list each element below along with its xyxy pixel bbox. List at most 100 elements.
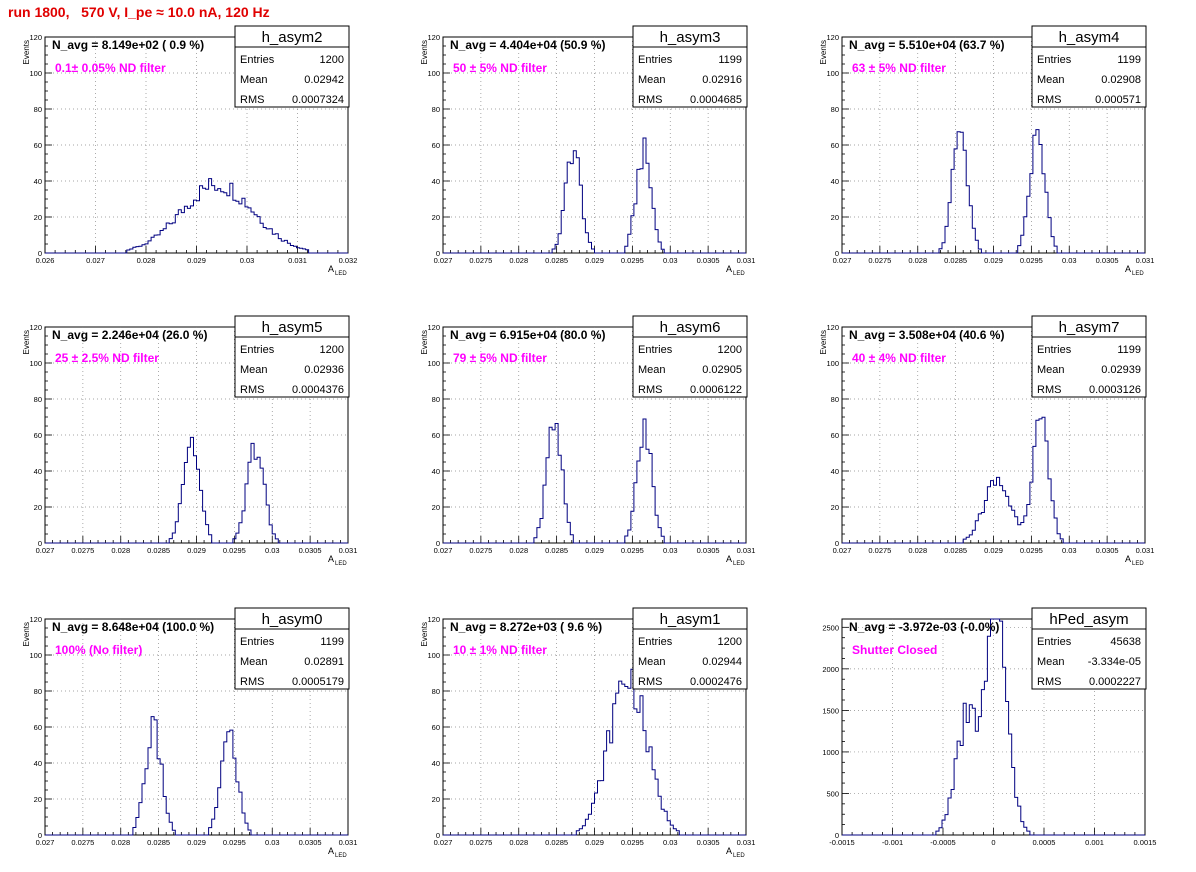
histogram-name: h_asym0	[262, 611, 323, 628]
x-tick-label: 0.027	[36, 546, 55, 555]
y-tick-label: 120	[427, 33, 440, 42]
histogram-name: h_asym7	[1059, 319, 1120, 336]
x-axis-label: A	[726, 554, 732, 564]
x-tick-label: 0.031	[288, 256, 307, 265]
x-tick-label: 0.0305	[1096, 546, 1119, 555]
y-axis-label: Events	[420, 622, 429, 646]
n-avg-label: N_avg = -3.972e-03 (-0.0%)	[849, 620, 999, 634]
x-tick-label: 0.001	[1085, 838, 1104, 847]
x-tick-label: 0.027	[86, 256, 105, 265]
y-tick-label: 40	[432, 467, 440, 476]
histogram-curve	[45, 716, 348, 836]
stats-value: 0.02891	[304, 656, 344, 668]
y-tick-label: 60	[34, 141, 42, 150]
stats-box	[234, 336, 350, 398]
stats-value: 1199	[718, 54, 742, 66]
x-tick-label: 0.0295	[621, 838, 644, 847]
x-tick-label: 0.032	[339, 256, 358, 265]
x-tick-label: -0.0005	[930, 838, 955, 847]
histogram-curve	[45, 178, 348, 254]
stats-value: 0.02944	[702, 656, 742, 668]
x-tick-label: 0.0015	[1134, 838, 1157, 847]
n-avg-label: N_avg = 8.149e+02 ( 0.9 %)	[52, 38, 204, 52]
stats-key: Mean	[638, 74, 666, 86]
stats-key: Mean	[638, 364, 666, 376]
stats-key: Mean	[1037, 656, 1065, 668]
stats-value: 1199	[320, 636, 344, 648]
filter-annotation: Shutter Closed	[852, 643, 937, 657]
histogram-curve	[443, 668, 746, 836]
x-tick-label: 0.03	[265, 838, 280, 847]
x-tick-label: 0.027	[36, 838, 55, 847]
stats-key: Entries	[1037, 344, 1072, 356]
filter-annotation: 40 ± 4% ND filter	[852, 351, 946, 365]
stats-key: RMS	[638, 676, 662, 688]
x-tick-label: 0.0285	[147, 546, 170, 555]
y-tick-label: 60	[432, 431, 440, 440]
stats-key: Mean	[240, 364, 268, 376]
stats-value: 1200	[320, 344, 344, 356]
x-tick-label: 0.03	[663, 256, 678, 265]
histogram-curve	[842, 618, 1145, 836]
stats-key: RMS	[1037, 94, 1061, 106]
y-tick-label: 80	[831, 395, 839, 404]
x-tick-label: 0.027	[434, 546, 453, 555]
x-tick-label: 0.026	[36, 256, 55, 265]
x-tick-label: 0.029	[187, 546, 206, 555]
y-tick-label: 120	[427, 323, 440, 332]
y-tick-label: 0	[436, 249, 440, 258]
x-axis-label-subscript: LED	[1132, 271, 1144, 277]
x-tick-label: 0.028	[908, 546, 927, 555]
x-axis-label-subscript: LED	[335, 853, 347, 859]
x-tick-label: -0.001	[882, 838, 903, 847]
n-avg-label: N_avg = 4.404e+04 (50.9 %)	[450, 38, 605, 52]
x-axis-label-subscript: LED	[335, 271, 347, 277]
stats-key: Entries	[240, 344, 275, 356]
x-tick-label: 0.0295	[621, 546, 644, 555]
x-axis-label: A	[328, 846, 334, 856]
x-tick-label: 0.0285	[545, 546, 568, 555]
y-axis-label: Events	[22, 330, 31, 354]
x-axis-label: A	[1125, 264, 1131, 274]
stats-box	[1031, 46, 1147, 108]
y-tick-label: 60	[831, 141, 839, 150]
y-tick-label: 100	[29, 69, 42, 78]
stats-box	[632, 336, 748, 398]
x-tick-label: 0.0275	[469, 546, 492, 555]
y-tick-label: 60	[34, 723, 42, 732]
x-tick-label: 0.027	[434, 838, 453, 847]
filter-annotation: 79 ± 5% ND filter	[453, 351, 547, 365]
histogram-panel-hPed_asym: -0.0015 -0.001 -0.0005 0 0.0005 0.001 0.0015 0 5…	[822, 607, 1157, 847]
y-tick-label: 0	[835, 539, 839, 548]
y-tick-label: 1000	[822, 748, 839, 757]
y-tick-label: 20	[432, 213, 440, 222]
x-tick-label: 0.0285	[545, 256, 568, 265]
stats-value: 0.0002476	[690, 676, 742, 688]
x-tick-label: 0.031	[737, 256, 756, 265]
stats-key: Entries	[240, 54, 275, 66]
stats-key: Mean	[1037, 74, 1065, 86]
stats-key: Entries	[240, 636, 275, 648]
y-tick-label: 80	[432, 105, 440, 114]
x-tick-label: 0	[991, 838, 995, 847]
y-tick-label: 0	[835, 831, 839, 840]
stats-value: 0.0003126	[1089, 384, 1141, 396]
stats-key: Entries	[1037, 54, 1072, 66]
x-tick-label: 0.029	[984, 546, 1003, 555]
x-tick-label: 0.029	[187, 256, 206, 265]
n-avg-label: N_avg = 2.246e+04 (26.0 %)	[52, 328, 207, 342]
y-tick-label: 40	[432, 177, 440, 186]
x-tick-label: 0.029	[187, 838, 206, 847]
y-tick-label: 100	[427, 69, 440, 78]
x-tick-label: 0.0305	[697, 838, 720, 847]
x-tick-label: 0.031	[737, 838, 756, 847]
histogram-name: h_asym1	[660, 611, 721, 628]
histogram-panel-h_asym2: 0.026 0.027 0.028 0.029 0.03 0.031 0.032 0 20 40 6…	[22, 25, 358, 277]
filter-annotation: 10 ± 1% ND filter	[453, 643, 547, 657]
y-tick-label: 60	[34, 431, 42, 440]
y-tick-label: 20	[34, 213, 42, 222]
y-tick-label: 1500	[822, 706, 839, 715]
x-tick-label: 0.0285	[147, 838, 170, 847]
x-axis-label-subscript: LED	[733, 561, 745, 567]
